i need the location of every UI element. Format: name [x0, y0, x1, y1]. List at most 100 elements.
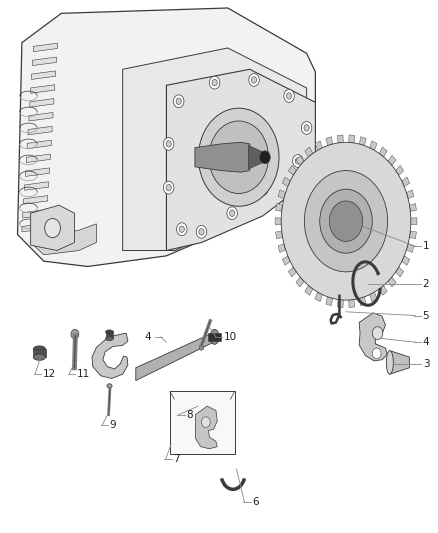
Circle shape	[295, 158, 300, 164]
Polygon shape	[326, 136, 332, 146]
Circle shape	[372, 348, 381, 359]
Polygon shape	[275, 218, 281, 224]
Circle shape	[209, 121, 268, 193]
Circle shape	[199, 345, 204, 350]
Polygon shape	[296, 277, 304, 287]
Polygon shape	[360, 297, 366, 306]
Polygon shape	[406, 190, 414, 199]
Ellipse shape	[106, 330, 113, 334]
Polygon shape	[406, 244, 414, 253]
Polygon shape	[326, 297, 332, 306]
Polygon shape	[276, 231, 283, 239]
Text: 11: 11	[77, 369, 90, 379]
Polygon shape	[29, 112, 53, 121]
Polygon shape	[136, 332, 215, 381]
Polygon shape	[31, 85, 55, 93]
Circle shape	[372, 327, 383, 340]
Polygon shape	[388, 277, 396, 287]
Circle shape	[45, 219, 60, 238]
Polygon shape	[349, 135, 355, 143]
Polygon shape	[296, 156, 304, 165]
Polygon shape	[388, 156, 396, 165]
Polygon shape	[337, 135, 343, 143]
Polygon shape	[195, 406, 217, 449]
Polygon shape	[359, 313, 387, 361]
Circle shape	[209, 76, 220, 89]
Polygon shape	[31, 205, 74, 251]
Polygon shape	[27, 140, 51, 149]
Polygon shape	[283, 256, 290, 265]
Bar	[170, 391, 235, 454]
Polygon shape	[278, 190, 286, 199]
Polygon shape	[402, 177, 410, 187]
Circle shape	[166, 141, 171, 147]
Text: 4: 4	[423, 337, 429, 347]
Polygon shape	[166, 69, 315, 251]
Polygon shape	[248, 146, 265, 169]
Polygon shape	[370, 292, 377, 302]
Circle shape	[198, 108, 279, 206]
Polygon shape	[288, 165, 297, 175]
Text: 7: 7	[173, 455, 180, 464]
Circle shape	[251, 77, 257, 83]
Polygon shape	[390, 351, 410, 374]
Text: 3: 3	[423, 359, 429, 368]
Text: 6: 6	[252, 497, 258, 507]
Ellipse shape	[33, 346, 46, 352]
Circle shape	[173, 95, 184, 108]
Ellipse shape	[107, 384, 112, 388]
Circle shape	[304, 171, 388, 272]
Polygon shape	[123, 48, 307, 251]
Circle shape	[166, 184, 171, 191]
Circle shape	[177, 223, 187, 236]
Circle shape	[301, 122, 312, 134]
Ellipse shape	[210, 329, 219, 344]
Polygon shape	[305, 286, 313, 295]
Circle shape	[196, 225, 207, 238]
Circle shape	[163, 138, 174, 150]
Text: 4: 4	[145, 332, 151, 342]
Polygon shape	[379, 286, 387, 295]
Polygon shape	[24, 196, 48, 204]
Text: 10: 10	[223, 332, 237, 342]
Polygon shape	[315, 141, 322, 150]
Polygon shape	[360, 136, 366, 146]
Ellipse shape	[33, 354, 46, 360]
Circle shape	[258, 183, 268, 196]
Polygon shape	[411, 218, 417, 224]
Circle shape	[260, 151, 270, 164]
Polygon shape	[276, 204, 283, 211]
Ellipse shape	[106, 336, 113, 341]
Circle shape	[260, 186, 265, 192]
Polygon shape	[32, 57, 57, 66]
Circle shape	[227, 207, 237, 220]
Bar	[106, 332, 113, 338]
Polygon shape	[26, 154, 50, 163]
Circle shape	[293, 155, 303, 167]
Circle shape	[179, 226, 184, 232]
Circle shape	[284, 90, 294, 102]
Polygon shape	[305, 147, 313, 157]
Polygon shape	[92, 333, 128, 378]
Circle shape	[199, 229, 204, 235]
Circle shape	[176, 98, 181, 104]
Circle shape	[329, 201, 363, 241]
Bar	[33, 349, 46, 357]
Polygon shape	[288, 267, 297, 277]
Polygon shape	[396, 267, 404, 277]
Circle shape	[304, 125, 309, 131]
Circle shape	[163, 181, 174, 194]
Circle shape	[286, 93, 292, 99]
Polygon shape	[32, 71, 56, 79]
Polygon shape	[410, 204, 417, 211]
Text: 8: 8	[186, 410, 193, 419]
Text: 1: 1	[423, 241, 429, 251]
Polygon shape	[28, 126, 52, 135]
Circle shape	[71, 329, 79, 339]
Polygon shape	[23, 209, 47, 218]
Polygon shape	[31, 224, 96, 255]
Polygon shape	[22, 223, 46, 232]
Circle shape	[320, 189, 372, 253]
Polygon shape	[208, 333, 221, 341]
Polygon shape	[349, 300, 355, 308]
